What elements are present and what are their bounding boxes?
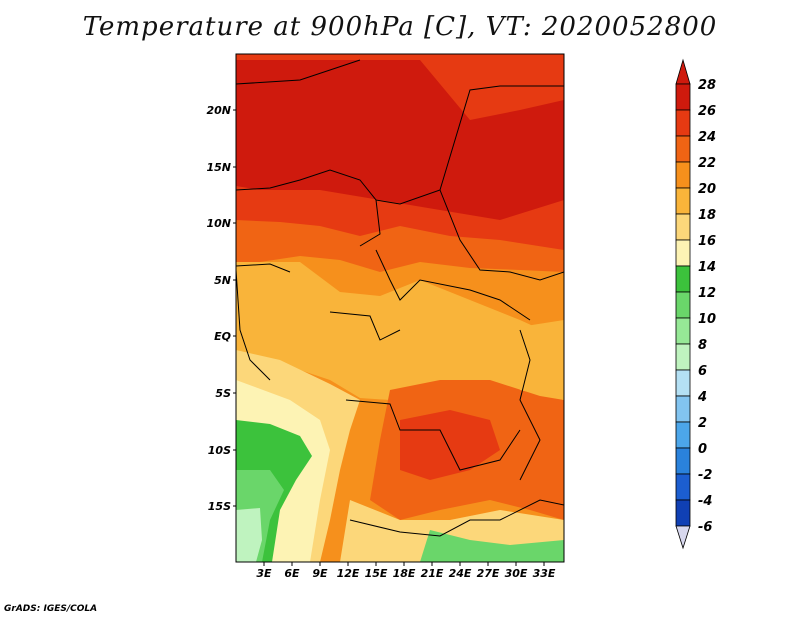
band-28-north — [236, 60, 564, 220]
footer-credit: GrADS: IGES/COLA — [4, 604, 98, 614]
colorbar-label: 14 — [698, 260, 716, 275]
colorbar-label: -2 — [698, 468, 712, 483]
longitude-axis: 3E 6E 9E 12E 15E 18E 21E 24E 27E 30E 33E — [256, 562, 556, 580]
colorbar-label: 24 — [698, 130, 716, 145]
colorbar-swatch — [675, 369, 691, 397]
chart-title: Temperature at 900hPa [C], VT: 202005280… — [82, 12, 718, 42]
colorbar-label: 4 — [697, 390, 707, 405]
band-26-south — [400, 410, 500, 480]
lon-label: 12E — [337, 567, 360, 580]
band-22-east — [500, 320, 564, 400]
lon-label: 33E — [533, 567, 556, 580]
lat-label: EQ — [214, 330, 231, 343]
lat-label: 15S — [208, 500, 231, 513]
colorbar-swatch — [675, 473, 691, 501]
colorbar-label: -6 — [698, 520, 712, 535]
colorbar-label: 8 — [698, 338, 707, 353]
lon-label: 6E — [284, 567, 300, 580]
lon-label: 21E — [421, 567, 444, 580]
colorbar-label: 10 — [698, 312, 716, 327]
shaded-field — [236, 54, 564, 562]
colorbar-bottom-arrow — [675, 525, 691, 550]
colorbar-swatch — [675, 83, 691, 111]
colorbar-swatch — [675, 135, 691, 163]
colorbar-swatch — [675, 265, 691, 293]
lon-label: 27E — [477, 567, 500, 580]
colorbar-swatch — [675, 317, 691, 345]
colorbar-label: 20 — [698, 182, 716, 197]
colorbar-label: 6 — [698, 364, 707, 379]
colorbar-swatch — [675, 395, 691, 423]
lat-label: 10N — [206, 217, 231, 230]
colorbar-swatch — [675, 291, 691, 319]
colorbar-swatch — [675, 187, 691, 215]
lat-label: 5N — [214, 274, 231, 287]
colorbar-swatch — [675, 421, 691, 449]
colorbar-swatch — [675, 161, 691, 189]
colorbar-swatch — [675, 343, 691, 371]
colorbar-swatch — [675, 447, 691, 475]
colorbar-label: 12 — [698, 286, 716, 301]
lon-label: 9E — [312, 567, 328, 580]
colorbar-label: 26 — [698, 104, 716, 119]
lon-label: 30E — [505, 567, 528, 580]
lon-label: 3E — [256, 567, 272, 580]
colorbar-top-arrow — [675, 58, 691, 85]
colorbar-swatch — [675, 213, 691, 241]
colorbar-label: -4 — [698, 494, 712, 509]
lon-label: 15E — [365, 567, 388, 580]
band-green-south — [420, 530, 564, 562]
lat-label: 15N — [206, 161, 231, 174]
country-borders — [236, 59, 564, 537]
lon-label: 24E — [449, 567, 472, 580]
colorbar-swatch — [675, 109, 691, 137]
colorbar-label: 0 — [698, 442, 707, 457]
latitude-axis: 20N 15N 10N 5N EQ 5S 10S 15S — [206, 104, 236, 513]
colorbar-swatch — [675, 239, 691, 267]
colorbar-label: 22 — [698, 156, 716, 171]
lat-label: 10S — [208, 444, 231, 457]
colorbar-swatch — [675, 499, 691, 527]
colorbar-label: 28 — [698, 78, 716, 93]
lat-label: 5S — [215, 387, 231, 400]
lat-label: 20N — [206, 104, 231, 117]
colorbar-label: 16 — [698, 234, 716, 249]
colorbar-label: 2 — [698, 416, 707, 431]
band-10 — [236, 508, 262, 562]
map-frame — [235, 53, 565, 563]
lon-label: 18E — [393, 567, 416, 580]
colorbar-label: 18 — [698, 208, 716, 223]
